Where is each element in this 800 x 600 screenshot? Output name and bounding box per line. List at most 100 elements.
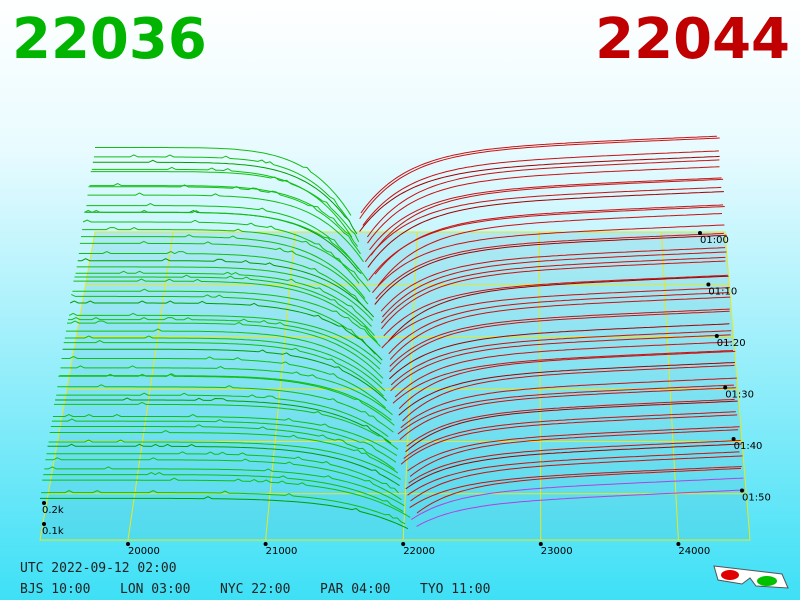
- bid-price: 22036: [12, 7, 207, 72]
- ask-depth-line: [388, 292, 729, 355]
- ask-depth-line: [383, 274, 728, 337]
- bid-depth-line: [68, 317, 381, 370]
- ask-depth-line: [389, 308, 730, 367]
- zone-time: BJS 10:00: [20, 582, 90, 597]
- ask-depth-line: [390, 330, 732, 386]
- ask-depth-line: [390, 334, 731, 392]
- time-tick-label: 01:40: [734, 441, 763, 452]
- zone-time: TYO 11:00: [420, 582, 490, 597]
- time-tick-label: 01:30: [725, 390, 754, 401]
- ask-depth-line: [381, 287, 730, 349]
- time-tick-label: 01:20: [717, 338, 746, 349]
- bid-depth-line: [50, 424, 396, 470]
- ask-depth-line: [374, 204, 724, 275]
- ask-depth-line: [380, 247, 726, 312]
- price-tick-label: 20000: [128, 546, 160, 557]
- price-tick-label: 21000: [266, 546, 298, 557]
- ask-depth-line: [409, 429, 739, 477]
- bid-depth-line: [77, 258, 375, 318]
- ask-depth-line: [407, 451, 740, 496]
- bid-depth-line: [41, 490, 406, 525]
- ask-depth-line: [405, 400, 738, 453]
- bid-depth-line: [86, 203, 359, 270]
- bid-depth-line: [45, 457, 402, 501]
- bid-depth-line: [52, 413, 398, 457]
- bid-depth-line: [82, 227, 371, 293]
- ask-depth-line: [389, 310, 730, 373]
- bid-depth-line: [43, 472, 404, 513]
- ask-depth-line: [360, 135, 717, 214]
- ask-depth-line: [367, 191, 724, 268]
- ask-depth-line: [406, 398, 735, 447]
- zone-time: LON 03:00: [120, 582, 190, 597]
- bid-depth-line: [65, 328, 383, 384]
- bid-depth-line: [61, 355, 386, 409]
- ask-depth-line: [398, 350, 736, 409]
- bid-depth-line: [48, 439, 401, 480]
- volume-tick: [42, 522, 46, 526]
- 3d-glasses-icon: [713, 565, 789, 589]
- bid-depth-line: [58, 373, 395, 426]
- ask-depth-line: [397, 384, 734, 435]
- ask-depth-line: [409, 466, 742, 509]
- ask-depth-line: [374, 234, 727, 305]
- time-tick: [723, 385, 728, 390]
- ask-depth-line: [370, 178, 724, 256]
- bid-depth-line: [72, 288, 381, 347]
- bid-depth-line: [67, 320, 384, 379]
- ask-depth-line: [389, 323, 730, 380]
- ask-depth-line: [400, 377, 737, 429]
- bid-depth-line: [74, 274, 375, 336]
- time-tick: [740, 488, 744, 493]
- price-tick: [538, 542, 543, 546]
- price-tick: [263, 542, 268, 546]
- price-grid-line: [265, 231, 296, 541]
- ask-depth-line: [367, 166, 720, 244]
- ask-depth-line: [372, 224, 725, 294]
- bid-depth-line: [51, 418, 397, 463]
- ask-depth-line: [359, 137, 720, 219]
- ask-price: 22044: [595, 7, 790, 72]
- bid-depth-line: [69, 300, 383, 361]
- volume-tick-label: 0.1k: [42, 526, 64, 537]
- time-tick: [731, 437, 736, 441]
- ask-depth-line: [369, 177, 722, 251]
- bid-depth-line: [49, 430, 398, 474]
- bid-depth-line: [75, 270, 372, 327]
- ask-depth-line: [405, 443, 742, 490]
- time-tick-label: 01:10: [708, 287, 737, 298]
- bid-depth-line: [63, 340, 385, 397]
- ask-depth-line: [410, 455, 743, 502]
- ask-depth-line: [375, 232, 724, 300]
- bid-depth-line: [88, 184, 361, 255]
- ask-depth-line: [366, 159, 720, 238]
- volume-tick: [42, 501, 46, 505]
- price-grid-line: [127, 231, 174, 541]
- price-tick-label: 24000: [678, 546, 710, 557]
- utc-time: UTC 2022-09-12 02:00: [20, 561, 177, 576]
- ask-depth-line: [403, 411, 736, 459]
- price-tick: [676, 542, 681, 546]
- bid-depth-line: [90, 171, 360, 243]
- ask-depth-line: [416, 489, 745, 527]
- time-tick: [706, 282, 711, 287]
- bid-depth-line: [44, 466, 405, 507]
- bid-depth-line: [59, 373, 392, 421]
- ask-depth-line: [368, 206, 725, 281]
- ticks: 20000 21000 22000 23000 24000 01:00 01:10 01:20…: [42, 231, 771, 557]
- bid-depth-line: [87, 192, 364, 263]
- ask-depth-line: [416, 467, 742, 514]
- ask-depth-line: [398, 362, 735, 416]
- price-tick: [126, 542, 130, 546]
- ask-depth-line: [402, 364, 735, 422]
- bid-depth-line: [42, 477, 411, 518]
- price-tick-label: 22000: [403, 546, 435, 557]
- time-tick: [698, 231, 702, 235]
- bid-depth-line: [73, 278, 378, 343]
- bid-depth-line: [93, 154, 351, 223]
- bid-depth-line: [55, 397, 392, 444]
- bid-depth-line: [40, 496, 409, 530]
- bid-depth-line: [60, 365, 393, 416]
- bid-depth-line: [79, 240, 369, 305]
